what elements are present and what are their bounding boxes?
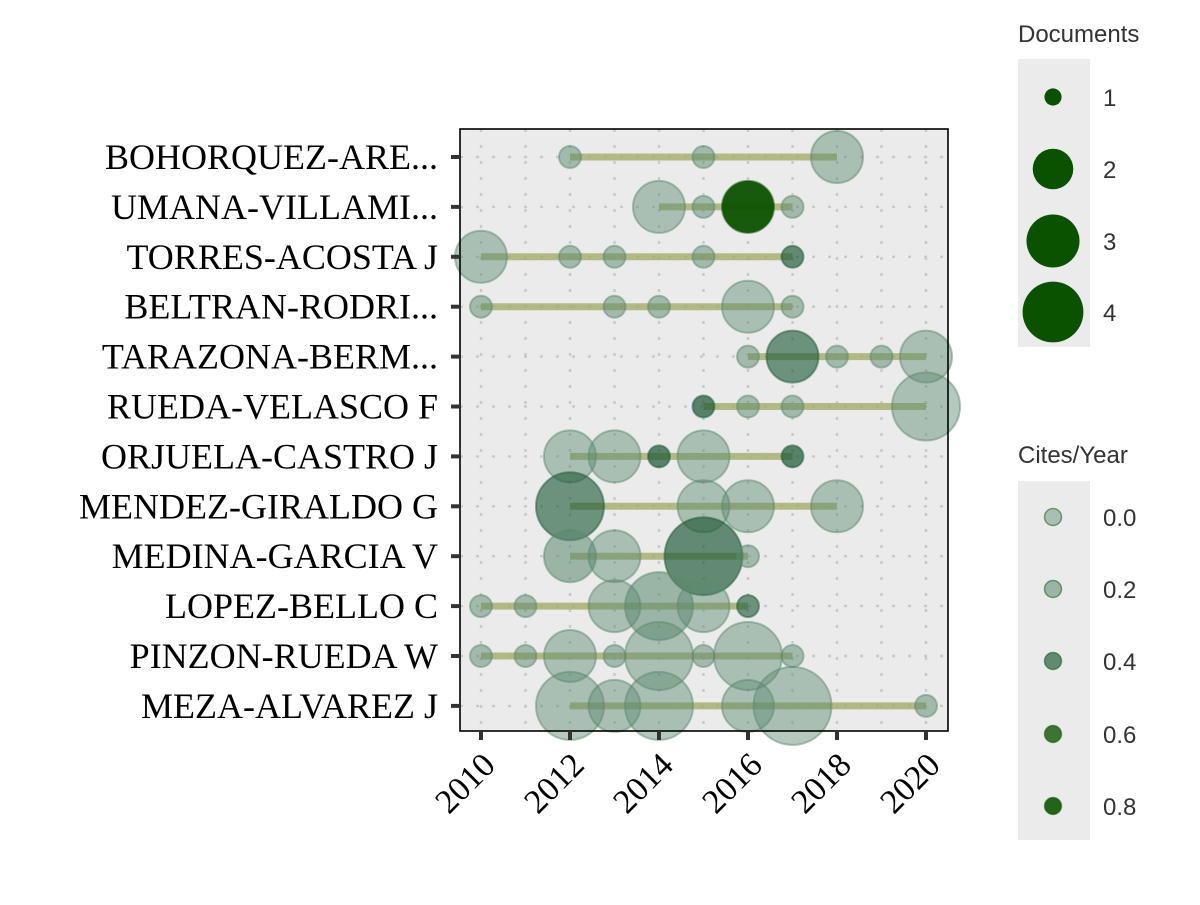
data-point [899, 329, 953, 384]
data-point [721, 279, 775, 334]
data-point [513, 594, 538, 619]
data-point [691, 244, 716, 269]
author-label: BELTRAN-RODRI... [124, 287, 438, 327]
data-point [647, 444, 671, 469]
data-point [736, 594, 760, 619]
data-point [780, 394, 805, 419]
legend-alpha-key [1043, 579, 1063, 599]
data-point [647, 294, 671, 319]
x-tick-label: 2020 [873, 746, 947, 820]
legend-size-key [1044, 88, 1062, 106]
legend-documents-title: Documents [1018, 21, 1139, 48]
legend-alpha-key [1043, 651, 1063, 671]
data-point [780, 244, 805, 269]
data-point [543, 629, 597, 683]
legend-alpha-label: 0.4 [1103, 649, 1136, 676]
author-label: TORRES-ACOSTA J [126, 237, 438, 277]
data-point [587, 529, 642, 584]
author-label: TARAZONA-BERM... [102, 337, 438, 377]
legend-size-label: 2 [1103, 157, 1116, 184]
legend-alpha-label: 0.0 [1103, 505, 1136, 532]
data-point [825, 344, 849, 369]
data-point [691, 194, 716, 219]
data-point [780, 194, 805, 219]
data-point [558, 244, 582, 269]
data-point [765, 329, 820, 384]
data-point [780, 644, 805, 668]
legend-alpha-key [1043, 507, 1063, 527]
legend-size-label: 4 [1103, 300, 1116, 327]
data-point [736, 344, 760, 369]
data-point [810, 479, 864, 534]
data-point [469, 644, 493, 668]
data-point [632, 179, 686, 234]
data-point [454, 229, 508, 284]
legend-size-key [1032, 148, 1074, 190]
data-point [543, 529, 597, 584]
legend-alpha-label: 0.2 [1103, 577, 1136, 604]
legend-alpha-label: 0.8 [1103, 794, 1136, 821]
data-point [891, 371, 961, 442]
data-point [513, 644, 538, 668]
data-point [587, 429, 642, 484]
data-point [676, 579, 731, 634]
data-point [736, 394, 760, 419]
author-label: ORJUELA-CASTRO J [101, 436, 438, 476]
legend-documents: Documents 1 2 3 4 [1018, 21, 1139, 347]
x-tick-label: 2016 [695, 746, 769, 820]
point-layer [454, 130, 961, 746]
data-point [676, 429, 731, 484]
data-point [721, 179, 775, 234]
data-point [914, 693, 938, 718]
data-point [869, 344, 894, 369]
data-point [624, 670, 694, 741]
data-point [602, 244, 627, 269]
x-tick-label: 2012 [517, 746, 591, 820]
x-tick-label: 2014 [606, 746, 680, 820]
author-label: UMANA-VILLAMI... [111, 187, 438, 227]
data-point [469, 294, 493, 319]
legend-alpha-label: 0.6 [1103, 722, 1136, 749]
x-tick-label: 2018 [784, 746, 858, 820]
data-point [469, 594, 493, 619]
author-label: PINZON-RUEDA W [130, 636, 438, 676]
data-point [780, 294, 805, 319]
data-point [602, 294, 627, 319]
data-point [691, 145, 716, 169]
plot-border [459, 128, 949, 732]
data-point [624, 571, 694, 642]
author-label: MEDINA-GARCIA V [112, 536, 438, 576]
data-point [780, 444, 805, 469]
author-label: LOPEZ-BELLO C [165, 586, 438, 626]
legend-cites-year-title: Cites/Year [1018, 442, 1128, 469]
legend-alpha-key [1043, 724, 1063, 744]
author-label: MENDEZ-GIRALDO G [79, 486, 438, 526]
author-label: BOHORQUEZ-ARE... [105, 137, 438, 177]
data-point [810, 130, 864, 184]
author-label: RUEDA-VELASCO F [107, 387, 438, 427]
data-point [558, 145, 582, 169]
x-tick-label: 2010 [428, 746, 502, 820]
data-point [691, 644, 716, 668]
data-point [721, 479, 775, 534]
legend-size-key [1022, 281, 1084, 343]
legend-size-label: 1 [1103, 85, 1116, 112]
legend-size-label: 3 [1103, 229, 1116, 256]
legend-cites-year: Cites/Year 0.0 0.2 0.4 0.6 0.8 [1018, 442, 1136, 840]
author-label: MEZA-ALVAREZ J [141, 686, 438, 726]
data-point [736, 544, 760, 569]
legend-size-key [1026, 214, 1080, 268]
data-point [691, 394, 716, 419]
legend-alpha-key [1043, 796, 1063, 816]
data-point [752, 665, 833, 746]
data-point [602, 644, 627, 668]
